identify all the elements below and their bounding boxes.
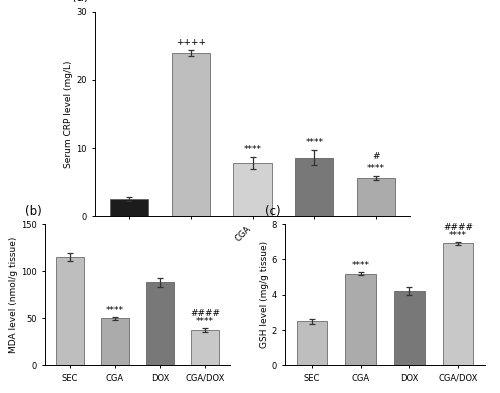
Bar xyxy=(443,243,474,365)
Text: ****: **** xyxy=(449,231,467,240)
Text: ++++: ++++ xyxy=(176,37,206,46)
Bar xyxy=(172,53,210,216)
Bar xyxy=(295,158,334,216)
Bar xyxy=(146,283,174,365)
Text: ****: **** xyxy=(106,305,124,314)
Text: ****: **** xyxy=(196,317,214,326)
Text: (b): (b) xyxy=(24,206,42,219)
Y-axis label: MDA level (nmol/g tissue): MDA level (nmol/g tissue) xyxy=(9,237,18,353)
Y-axis label: Serum CRP level (mg/L): Serum CRP level (mg/L) xyxy=(64,60,74,168)
Text: ****: **** xyxy=(352,261,370,270)
Bar xyxy=(394,291,424,365)
Bar xyxy=(346,274,376,365)
Text: ####: #### xyxy=(443,223,473,232)
Bar xyxy=(110,199,148,216)
Text: ****: **** xyxy=(244,145,262,154)
Y-axis label: GSH level (mg/g tissue): GSH level (mg/g tissue) xyxy=(260,241,268,348)
Text: ****: **** xyxy=(306,138,324,147)
Bar xyxy=(296,321,327,365)
Bar xyxy=(56,257,84,365)
Text: ####: #### xyxy=(190,309,220,318)
Text: (a): (a) xyxy=(72,0,88,4)
Text: ****: **** xyxy=(367,163,385,173)
Text: #: # xyxy=(372,152,380,161)
Bar xyxy=(234,163,272,216)
Text: (c): (c) xyxy=(266,206,281,219)
Bar xyxy=(191,330,219,365)
Bar xyxy=(357,178,395,216)
Bar xyxy=(101,318,129,365)
